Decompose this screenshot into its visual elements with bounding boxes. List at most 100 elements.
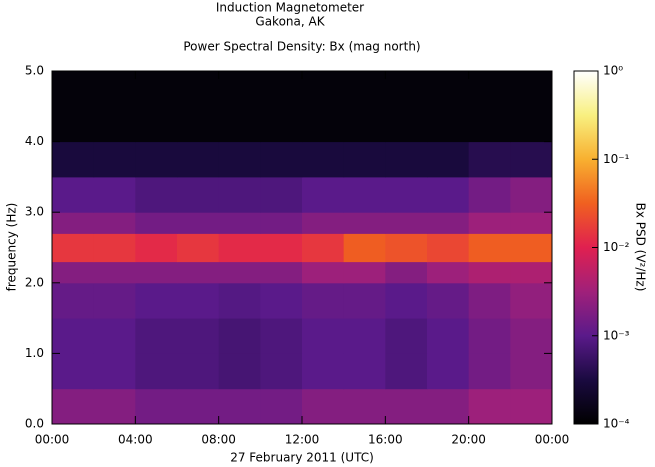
spectrogram-cell	[510, 353, 553, 390]
spectrogram-cell	[343, 141, 386, 178]
spectrogram-cell	[93, 388, 136, 425]
spectrogram-cell	[468, 141, 511, 178]
y-tick-label: 0.0	[25, 417, 44, 431]
spectrogram-cell	[302, 212, 345, 234]
colorbar-tick-label: 10⁻⁴	[603, 417, 630, 431]
plot-title: Power Spectral Density: Bx (mag north)	[183, 40, 420, 54]
spectrogram-cell	[468, 353, 511, 390]
spectrogram-cell	[510, 388, 553, 425]
x-tick-label: 08:00	[201, 433, 236, 447]
spectrogram-cell	[343, 212, 386, 234]
spectrogram-cell	[302, 261, 345, 284]
spectrogram-cell	[260, 388, 303, 425]
spectrogram-cell	[510, 71, 553, 143]
x-tick-label: 12:00	[285, 433, 320, 447]
spectrogram-cell	[260, 71, 303, 143]
spectrogram-cell	[52, 71, 95, 143]
spectrogram-cell	[177, 233, 220, 263]
spectrogram-cell	[260, 353, 303, 390]
y-tick-label: 3.0	[25, 205, 44, 219]
spectrogram-cell	[52, 388, 95, 425]
spectrogram-cell	[468, 212, 511, 234]
spectrogram-cell	[260, 282, 303, 319]
spectrogram-cell	[177, 353, 220, 390]
spectrogram-cell	[385, 353, 428, 390]
spectrogram-cell	[343, 282, 386, 319]
spectrogram-cell	[260, 176, 303, 213]
spectrogram-cell	[302, 353, 345, 390]
spectrogram-cell	[468, 233, 511, 263]
y-axis-label: frequency (Hz)	[5, 203, 19, 292]
spectrogram-cell	[427, 71, 470, 143]
spectrogram-cell	[468, 282, 511, 319]
spectrogram-cell	[93, 212, 136, 234]
spectrogram-cell	[93, 353, 136, 390]
spectrogram-cell	[177, 141, 220, 178]
spectrogram-cell	[302, 71, 345, 143]
spectrogram-cell	[427, 388, 470, 425]
spectrogram-cell	[218, 212, 261, 234]
spectrogram-cell	[52, 353, 95, 390]
colorbar-tick-label: 10⁻³	[603, 328, 630, 342]
spectrogram-cell	[510, 318, 553, 354]
colorbar-tick-label: 10⁻¹	[603, 152, 630, 166]
spectrogram-cell	[510, 212, 553, 234]
spectrogram-cell	[93, 282, 136, 319]
spectrogram-cell	[302, 176, 345, 213]
spectrogram-cell	[135, 353, 178, 390]
spectrogram-cell	[510, 176, 553, 213]
spectrogram-cell	[468, 176, 511, 213]
spectrogram-cell	[385, 261, 428, 284]
x-axis-label: 27 February 2011 (UTC)	[230, 451, 374, 465]
spectrogram-cell	[177, 71, 220, 143]
spectrogram-cell	[93, 318, 136, 354]
spectrogram-cell	[135, 212, 178, 234]
spectrogram-cell	[343, 71, 386, 143]
spectrogram-cell	[302, 141, 345, 178]
spectrogram-cell	[427, 282, 470, 319]
spectrogram-cell	[135, 388, 178, 425]
spectrogram-cell	[93, 261, 136, 284]
spectrogram-cell	[302, 233, 345, 263]
spectrogram-cell	[385, 141, 428, 178]
spectrogram-cell	[302, 318, 345, 354]
spectrogram-cell	[385, 388, 428, 425]
y-tick-label: 4.0	[25, 134, 44, 148]
spectrogram-cell	[135, 141, 178, 178]
spectrogram-cell	[52, 282, 95, 319]
spectrogram-cell	[218, 176, 261, 213]
spectrogram-cell	[385, 71, 428, 143]
spectrogram-cell	[260, 233, 303, 263]
spectrogram-cell	[218, 388, 261, 425]
spectrogram-cell	[218, 71, 261, 143]
spectrogram-cell	[177, 388, 220, 425]
spectrogram-cell	[385, 176, 428, 213]
x-tick-label: 00:00	[535, 433, 570, 447]
spectrogram-cell	[52, 141, 95, 178]
spectrogram-cell	[385, 318, 428, 354]
spectrogram-cell	[260, 141, 303, 178]
chart-title: Induction Magnetometer	[216, 1, 364, 15]
spectrogram-cell	[343, 388, 386, 425]
spectrogram-cell	[468, 318, 511, 354]
spectrogram-cell	[427, 176, 470, 213]
spectrogram-cell	[468, 71, 511, 143]
chart-subtitle: Gakona, AK	[255, 15, 325, 29]
spectrogram-cell	[93, 141, 136, 178]
spectrogram-cell	[218, 141, 261, 178]
spectrogram-cell	[427, 353, 470, 390]
spectrogram-cell	[510, 141, 553, 178]
spectrogram-cell	[135, 176, 178, 213]
spectrogram-cell	[218, 353, 261, 390]
spectrogram-cell	[93, 176, 136, 213]
spectrogram-cell	[385, 212, 428, 234]
spectrogram-cell	[218, 233, 261, 263]
spectrogram-cell	[302, 388, 345, 425]
spectrogram-cell	[218, 318, 261, 354]
spectrogram-cell	[468, 388, 511, 425]
spectrogram-cell	[427, 318, 470, 354]
spectrogram-cell	[260, 212, 303, 234]
spectrogram-cell	[385, 233, 428, 263]
colorbar-tick-label: 10⁰	[603, 64, 623, 78]
spectrogram-cell	[93, 71, 136, 143]
